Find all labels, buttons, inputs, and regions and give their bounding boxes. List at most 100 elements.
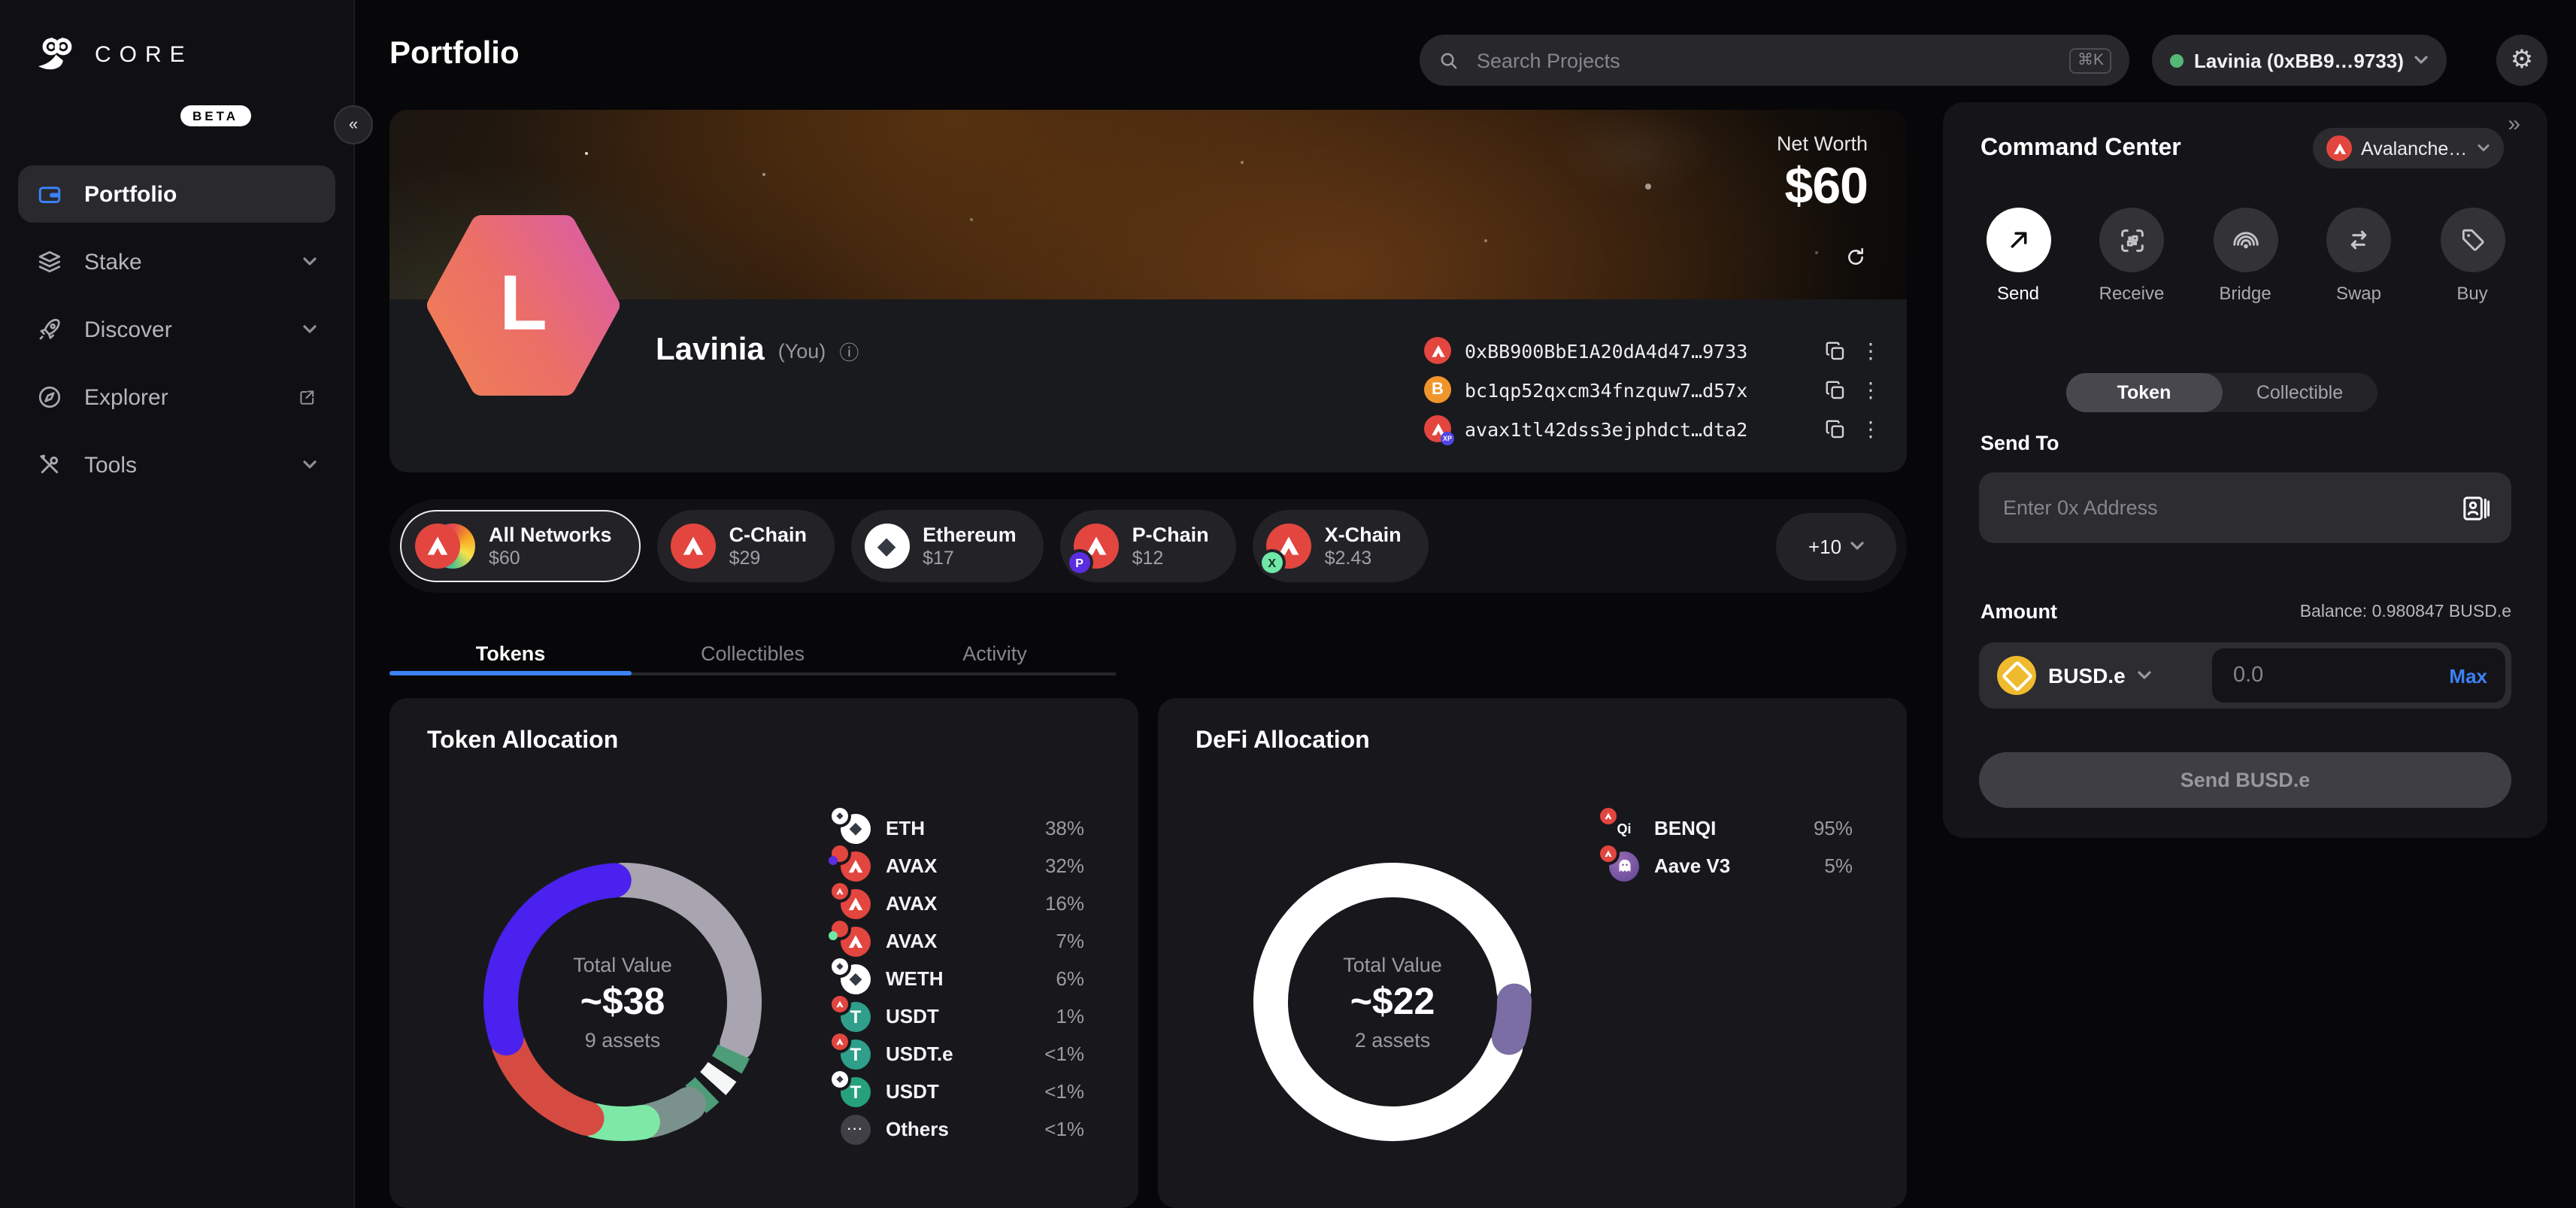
kebab-menu-icon[interactable]: ⋮ [1860, 377, 1881, 401]
address-field [1979, 472, 2511, 543]
tab-collectibles[interactable]: Collectibles [700, 642, 805, 664]
chevron-down-icon[interactable] [2138, 669, 2153, 681]
card-title: DeFi Allocation [1196, 728, 1370, 754]
legend-row: T USDT 1% [832, 995, 1084, 1035]
avax-badge [832, 995, 848, 1012]
tab-tokens[interactable]: Tokens [475, 642, 546, 664]
busd-icon [1997, 656, 2036, 695]
command-center-panel: » Command Center Avalanche… Send Receive… [1943, 102, 2547, 838]
address-text: 0xBB900BbE1A20dA4d47…9733 [1465, 339, 1748, 362]
avax-p-badge [829, 845, 848, 864]
x-badge: X [1261, 552, 1283, 573]
amount-label: Amount [1980, 600, 2057, 623]
asset-count: 2 assets [1354, 1028, 1431, 1051]
send-submit-button[interactable]: Send BUSD.e [1979, 752, 2511, 808]
token-allocation-card: Token Allocation Total Value ~$38 9 asse… [389, 698, 1138, 1208]
avax-badge [1600, 807, 1617, 824]
amount-input-box: Max [2212, 648, 2505, 703]
sidebar-collapse-button[interactable]: « [334, 105, 373, 144]
sidebar-item-portfolio[interactable]: Portfolio [18, 165, 335, 223]
all-networks-icon [415, 524, 475, 569]
legend-row: Qi BENQI 95% [1600, 807, 1853, 847]
sidebar: CORE BETA « Portfolio Stake Discover Exp… [0, 0, 373, 1208]
network-chip-xchain[interactable]: X X-Chain $2.43 [1252, 510, 1429, 582]
legend-row: ◆ ◆ WETH 6% [832, 958, 1084, 997]
chip-label: Ethereum [923, 524, 1017, 546]
search-bar[interactable]: ⌘K [1420, 35, 2129, 86]
donut-segment [483, 863, 632, 1056]
search-shortcut-badge: ⌘K [2069, 47, 2111, 73]
banner-image [389, 110, 1907, 299]
search-input[interactable] [1474, 47, 2056, 73]
address-input[interactable] [2000, 495, 2460, 521]
account-label: Lavinia (0xBB9…9733) [2194, 49, 2404, 71]
copy-icon[interactable] [1824, 378, 1847, 401]
compass-icon [36, 384, 63, 411]
network-select[interactable]: Avalanche… [2313, 128, 2504, 168]
sidebar-item-stake[interactable]: Stake [18, 233, 335, 290]
network-chip-pchain[interactable]: P P-Chain $12 [1059, 510, 1236, 582]
network-chip-cchain[interactable]: C-Chain $29 [656, 510, 835, 582]
info-icon[interactable]: ⓘ [839, 341, 859, 363]
tab-activity[interactable]: Activity [962, 642, 1027, 664]
copy-icon[interactable] [1824, 339, 1847, 362]
eth-badge: ◆ [832, 807, 848, 824]
token-select-value: BUSD.e [2048, 663, 2126, 687]
refresh-icon[interactable] [1844, 245, 1868, 269]
buy-button[interactable]: Buy [2420, 208, 2525, 304]
send-button[interactable]: Send [1965, 208, 2071, 304]
chip-value: $17 [923, 548, 954, 569]
toggle-collectible[interactable]: Collectible [2256, 382, 2344, 403]
page-title: Portfolio [389, 36, 520, 71]
bitcoin-icon: B [1424, 376, 1451, 403]
legend-row: AVAX 7% [829, 920, 1084, 960]
network-chip-ethereum[interactable]: ◆ Ethereum $17 [850, 510, 1044, 582]
aave-icon [1600, 845, 1639, 881]
swap-button[interactable]: Swap [2306, 208, 2411, 304]
chip-value: $2.43 [1324, 548, 1372, 569]
kebab-menu-icon[interactable]: ⋮ [1860, 338, 1881, 362]
address-row: 0xBB900BbE1A20dA4d47…9733 ⋮ [1424, 331, 1881, 370]
sidebar-item-label: Discover [84, 317, 172, 342]
donut-segment [711, 1044, 750, 1074]
max-button[interactable]: Max [2449, 664, 2487, 687]
toggle-token[interactable]: Token [2066, 373, 2222, 412]
more-networks-button[interactable]: +10 [1776, 512, 1896, 580]
receive-button[interactable]: Receive [2079, 208, 2184, 304]
sidebar-item-tools[interactable]: Tools [18, 436, 335, 493]
panel-collapse-button[interactable]: » [2508, 111, 2520, 137]
xp-badge: XP [1441, 432, 1454, 445]
contacts-icon[interactable] [2460, 493, 2490, 523]
amount-input[interactable] [2230, 662, 2450, 689]
status-dot [2170, 53, 2184, 67]
avax-badge [1600, 845, 1617, 861]
chip-value: $29 [729, 548, 761, 569]
donut-segment [605, 863, 762, 1061]
defi-allocation-donut: Total Value ~$22 2 assets [1253, 862, 1532, 1142]
avalanche-icon [2326, 135, 2352, 161]
network-chip-all[interactable]: All Networks $60 [400, 510, 641, 582]
chip-label: All Networks [489, 524, 612, 546]
chevron-down-icon [302, 323, 317, 335]
legend-row: T USDT.e <1% [832, 1033, 1084, 1073]
defi-legend: Qi BENQI 95% Aave V3 5% [1600, 807, 1853, 885]
sidebar-item-label: Tools [84, 452, 138, 478]
card-title: Token Allocation [427, 728, 619, 754]
tab-divider [389, 672, 1116, 675]
settings-button[interactable]: ⚙ [2496, 35, 2547, 86]
bridge-button[interactable]: Bridge [2193, 208, 2298, 304]
layers-icon [36, 248, 63, 275]
account-chip[interactable]: Lavinia (0xBB9…9733) [2152, 35, 2447, 86]
network-select-value: Avalanche… [2361, 138, 2468, 159]
copy-icon[interactable] [1824, 417, 1847, 440]
chevron-down-icon [302, 256, 317, 268]
total-value-label: Total Value [1343, 953, 1442, 976]
sidebar-item-explorer[interactable]: Explorer [18, 369, 335, 426]
eth-icon: ◆ ◆ [832, 807, 871, 843]
avax-badge [832, 882, 848, 899]
total-value: ~$22 [1350, 980, 1435, 1022]
kebab-menu-icon[interactable]: ⋮ [1860, 416, 1881, 440]
sidebar-item-discover[interactable]: Discover [18, 301, 335, 358]
avax-x-badge [829, 920, 848, 939]
